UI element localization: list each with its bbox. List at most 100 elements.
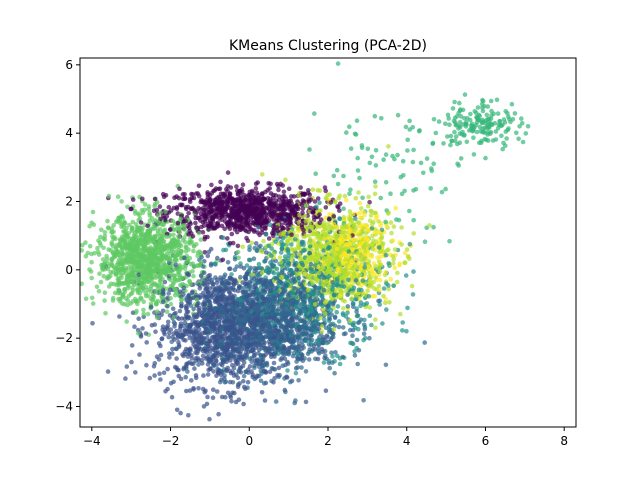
scatter-point — [162, 331, 167, 337]
scatter-point — [238, 351, 243, 357]
scatter-point — [281, 189, 287, 195]
scatter-point — [509, 101, 515, 107]
scatter-point — [94, 284, 100, 290]
scatter-point — [366, 194, 371, 200]
scatter-point — [279, 270, 285, 275]
scatter-point — [159, 336, 165, 342]
scatter-point — [283, 177, 288, 183]
scatter-point — [315, 196, 321, 201]
scatter-point — [208, 246, 214, 252]
scatter-point — [83, 296, 89, 302]
scatter-point — [225, 260, 231, 265]
scatter-point — [238, 224, 243, 229]
scatter-point — [388, 191, 393, 196]
scatter-point — [214, 295, 220, 301]
scatter-point — [405, 305, 410, 311]
scatter-point — [235, 249, 241, 255]
scatter-point — [276, 187, 281, 193]
scatter-point — [391, 256, 397, 262]
scatter-point — [333, 350, 338, 355]
scatter-point — [141, 307, 146, 313]
scatter-point — [222, 272, 228, 278]
scatter-point — [130, 310, 136, 316]
scatter-point — [343, 280, 349, 286]
scatter-point — [373, 317, 378, 322]
scatter-point — [288, 268, 294, 273]
scatter-point — [115, 276, 121, 282]
scatter-point — [306, 233, 312, 238]
scatter-point — [357, 175, 362, 181]
scatter-point — [404, 247, 410, 252]
scatter-point — [299, 365, 304, 370]
scatter-point — [474, 129, 480, 135]
scatter-point — [141, 311, 146, 317]
scatter-point — [260, 172, 265, 177]
scatter-point — [317, 338, 322, 343]
scatter-point — [275, 292, 280, 298]
scatter-point — [83, 240, 88, 245]
scatter-point — [198, 207, 203, 212]
scatter-point — [106, 247, 111, 252]
scatter-point — [431, 117, 437, 122]
scatter-point — [404, 328, 409, 334]
scatter-point — [341, 261, 346, 266]
scatter-point — [117, 237, 123, 242]
scatter-point — [190, 205, 195, 211]
scatter-point — [172, 195, 177, 200]
scatter-point — [424, 156, 430, 161]
scatter-point — [340, 312, 346, 318]
scatter-point — [503, 109, 509, 114]
scatter-point — [394, 279, 400, 285]
scatter-point — [384, 248, 390, 253]
scatter-point — [480, 108, 486, 114]
scatter-point — [102, 237, 108, 242]
scatter-point — [174, 407, 180, 413]
scatter-point — [345, 310, 350, 316]
scatter-point — [475, 105, 481, 110]
scatter-point — [488, 116, 494, 122]
scatter-point — [286, 186, 292, 192]
scatter-point — [367, 305, 373, 310]
scatter-point — [447, 238, 452, 244]
scatter-point — [388, 276, 394, 282]
scatter-point — [390, 238, 396, 243]
scatter-point — [458, 114, 464, 119]
scatter-point — [238, 365, 244, 371]
scatter-point — [351, 301, 356, 306]
scatter-point — [463, 119, 469, 125]
scatter-point — [210, 292, 216, 297]
scatter-point — [405, 137, 411, 143]
scatter-point — [495, 111, 501, 116]
scatter-point — [182, 239, 188, 245]
scatter-point — [316, 349, 321, 354]
scatter-point — [311, 214, 317, 220]
scatter-point — [145, 311, 151, 317]
scatter-point — [323, 215, 328, 221]
scatter-point — [302, 288, 307, 293]
scatter-point — [164, 234, 169, 240]
scatter-point — [457, 100, 462, 106]
scatter-point — [99, 227, 104, 233]
scatter-point — [381, 286, 387, 291]
scatter-point — [398, 174, 404, 180]
scatter-point — [220, 235, 226, 241]
scatter-point — [165, 303, 170, 309]
scatter-point — [392, 247, 398, 252]
scatter-point — [97, 271, 102, 277]
scatter-point — [326, 286, 332, 291]
scatter-point — [220, 293, 225, 299]
scatter-point — [251, 256, 257, 262]
scatter-point — [226, 289, 232, 294]
scatter-point — [162, 218, 168, 223]
scatter-point — [383, 152, 389, 157]
scatter-point — [310, 187, 316, 192]
scatter-point — [312, 111, 317, 116]
scatter-point — [334, 309, 340, 315]
scatter-point — [429, 166, 434, 171]
scatter-point — [196, 215, 201, 221]
scatter-point — [402, 260, 407, 266]
scatter-point — [174, 258, 179, 263]
scatter-point — [331, 214, 337, 219]
scatter-point — [182, 192, 187, 197]
scatter-point — [369, 254, 375, 259]
